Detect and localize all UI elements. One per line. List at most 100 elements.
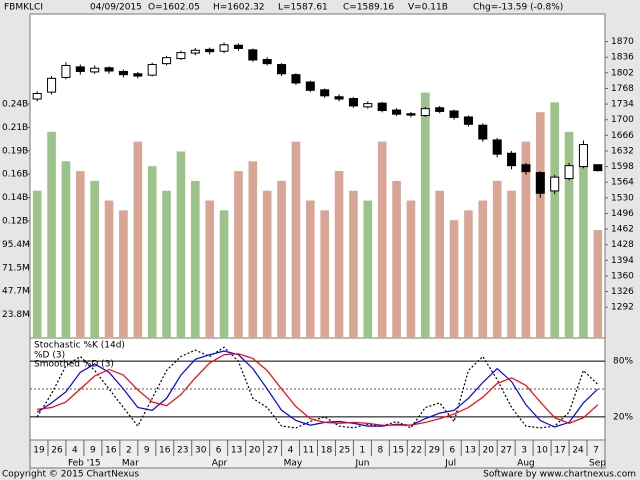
volume-bar (492, 180, 502, 338)
volume-bar (593, 230, 603, 338)
volume-bar (90, 180, 99, 338)
candle-body (118, 70, 128, 76)
month-label: Feb '15 (68, 459, 101, 469)
x-tick-label: 22 (411, 446, 422, 456)
candle-body (435, 107, 445, 112)
y-tick-label: 1870 (611, 37, 634, 47)
x-tick-label: 27 (500, 446, 511, 456)
volume-bar (176, 151, 186, 338)
volume-tick-label: 23.8M (2, 310, 30, 320)
candle-body (75, 66, 85, 72)
candle-body (147, 64, 157, 76)
info: V=0.11B (408, 3, 448, 13)
y-tick-label: 1768 (611, 84, 634, 94)
candle-body (420, 108, 430, 117)
volume-bar (478, 200, 488, 338)
volume-bar (76, 171, 85, 338)
x-tick-label: 23 (177, 446, 188, 456)
volume-bar (205, 200, 214, 338)
symbol: FBMKLCI (4, 3, 43, 13)
y-tick-label: 1292 (611, 303, 634, 313)
x-tick-label: 13 (231, 446, 242, 456)
candle-body (377, 102, 387, 112)
y-tick-label: 1700 (611, 115, 634, 125)
price-panel (29, 13, 606, 339)
x-tick-label: 29 (429, 446, 441, 456)
x-tick-label: 9 (144, 446, 150, 456)
candle-body (291, 74, 301, 84)
stoch-tick-label: 80% (613, 357, 633, 367)
y-tick-label: 1632 (611, 146, 634, 156)
candle-body (535, 172, 545, 194)
volume-bar (464, 210, 473, 338)
volume-bar (277, 180, 286, 338)
month-label: Sep (589, 459, 606, 469)
stoch-title: Stochastic %K (14d) (34, 341, 125, 351)
volume-tick-label: 0.24B (2, 99, 28, 109)
volume-bar (377, 141, 387, 338)
y-tick-label: 1564 (611, 178, 634, 188)
footer-right: Software by www.chartnexus.com (483, 470, 636, 480)
x-tick-label: 25 (339, 446, 350, 456)
candle-body (550, 176, 560, 192)
candle-body (463, 116, 473, 125)
candle-body (162, 57, 172, 65)
y-tick-label: 1802 (611, 68, 634, 78)
candle-body (507, 152, 517, 167)
volume-bar (449, 220, 459, 338)
volume-bar (536, 112, 545, 338)
candle-body (492, 139, 502, 155)
x-tick-label: 13 (465, 446, 476, 456)
volume-bar (104, 200, 114, 338)
candle-body (219, 44, 229, 52)
stoch-line (37, 353, 599, 426)
x-tick-label: 10 (536, 446, 548, 456)
x-tick-label: 4 (72, 446, 78, 456)
volume-bar (564, 131, 574, 338)
volume-bar (507, 190, 516, 338)
volume-bar (334, 171, 344, 338)
y-tick-label: 1666 (611, 131, 634, 141)
x-tick-label: 3 (521, 446, 527, 456)
candle-body (564, 165, 574, 180)
x-tick-label: 6 (449, 446, 455, 456)
x-tick-label: 9 (90, 446, 96, 456)
volume-tick-label: 95.4M (2, 240, 30, 250)
y-tick-label: 1326 (611, 287, 634, 297)
candle-body (233, 44, 243, 49)
x-tick-label: 19 (33, 446, 45, 456)
candle-body (593, 164, 603, 172)
volume-bar (262, 190, 272, 338)
candle-body (61, 64, 71, 78)
info: Chg=-13.59 (-0.8%) (473, 3, 563, 13)
y-tick-label: 1836 (611, 53, 634, 63)
x-tick-label: 20 (482, 446, 494, 456)
month-label: May (284, 459, 303, 469)
y-tick-label: 1734 (611, 100, 634, 110)
candle-body (305, 81, 315, 91)
x-tick-label: 15 (393, 446, 404, 456)
info: C=1589.16 (343, 3, 394, 13)
candle-body (133, 73, 143, 77)
month-label: Jun (354, 459, 369, 469)
candle-body (320, 89, 330, 97)
x-tick-label: 16 (105, 446, 117, 456)
volume-bar (349, 190, 358, 338)
volume-bar (119, 210, 128, 338)
month-label: Mar (122, 459, 139, 469)
info: H=1602.32 (213, 3, 265, 13)
volume-bar (320, 210, 329, 338)
month-label: Jul (444, 459, 456, 469)
candle-body (348, 98, 358, 107)
candle-body (363, 103, 373, 108)
x-tick-label: 11 (303, 446, 314, 456)
volume-tick-label: 71.5M (2, 263, 30, 273)
x-tick-label: 1 (360, 446, 366, 456)
x-tick-label: 17 (554, 446, 565, 456)
volume-tick-label: 0.21B (2, 123, 28, 133)
stoch-panel (29, 337, 606, 441)
candle-body (406, 113, 416, 116)
candle-body (334, 96, 344, 100)
x-tick-label: 24 (572, 446, 584, 456)
volume-bar (234, 171, 243, 338)
